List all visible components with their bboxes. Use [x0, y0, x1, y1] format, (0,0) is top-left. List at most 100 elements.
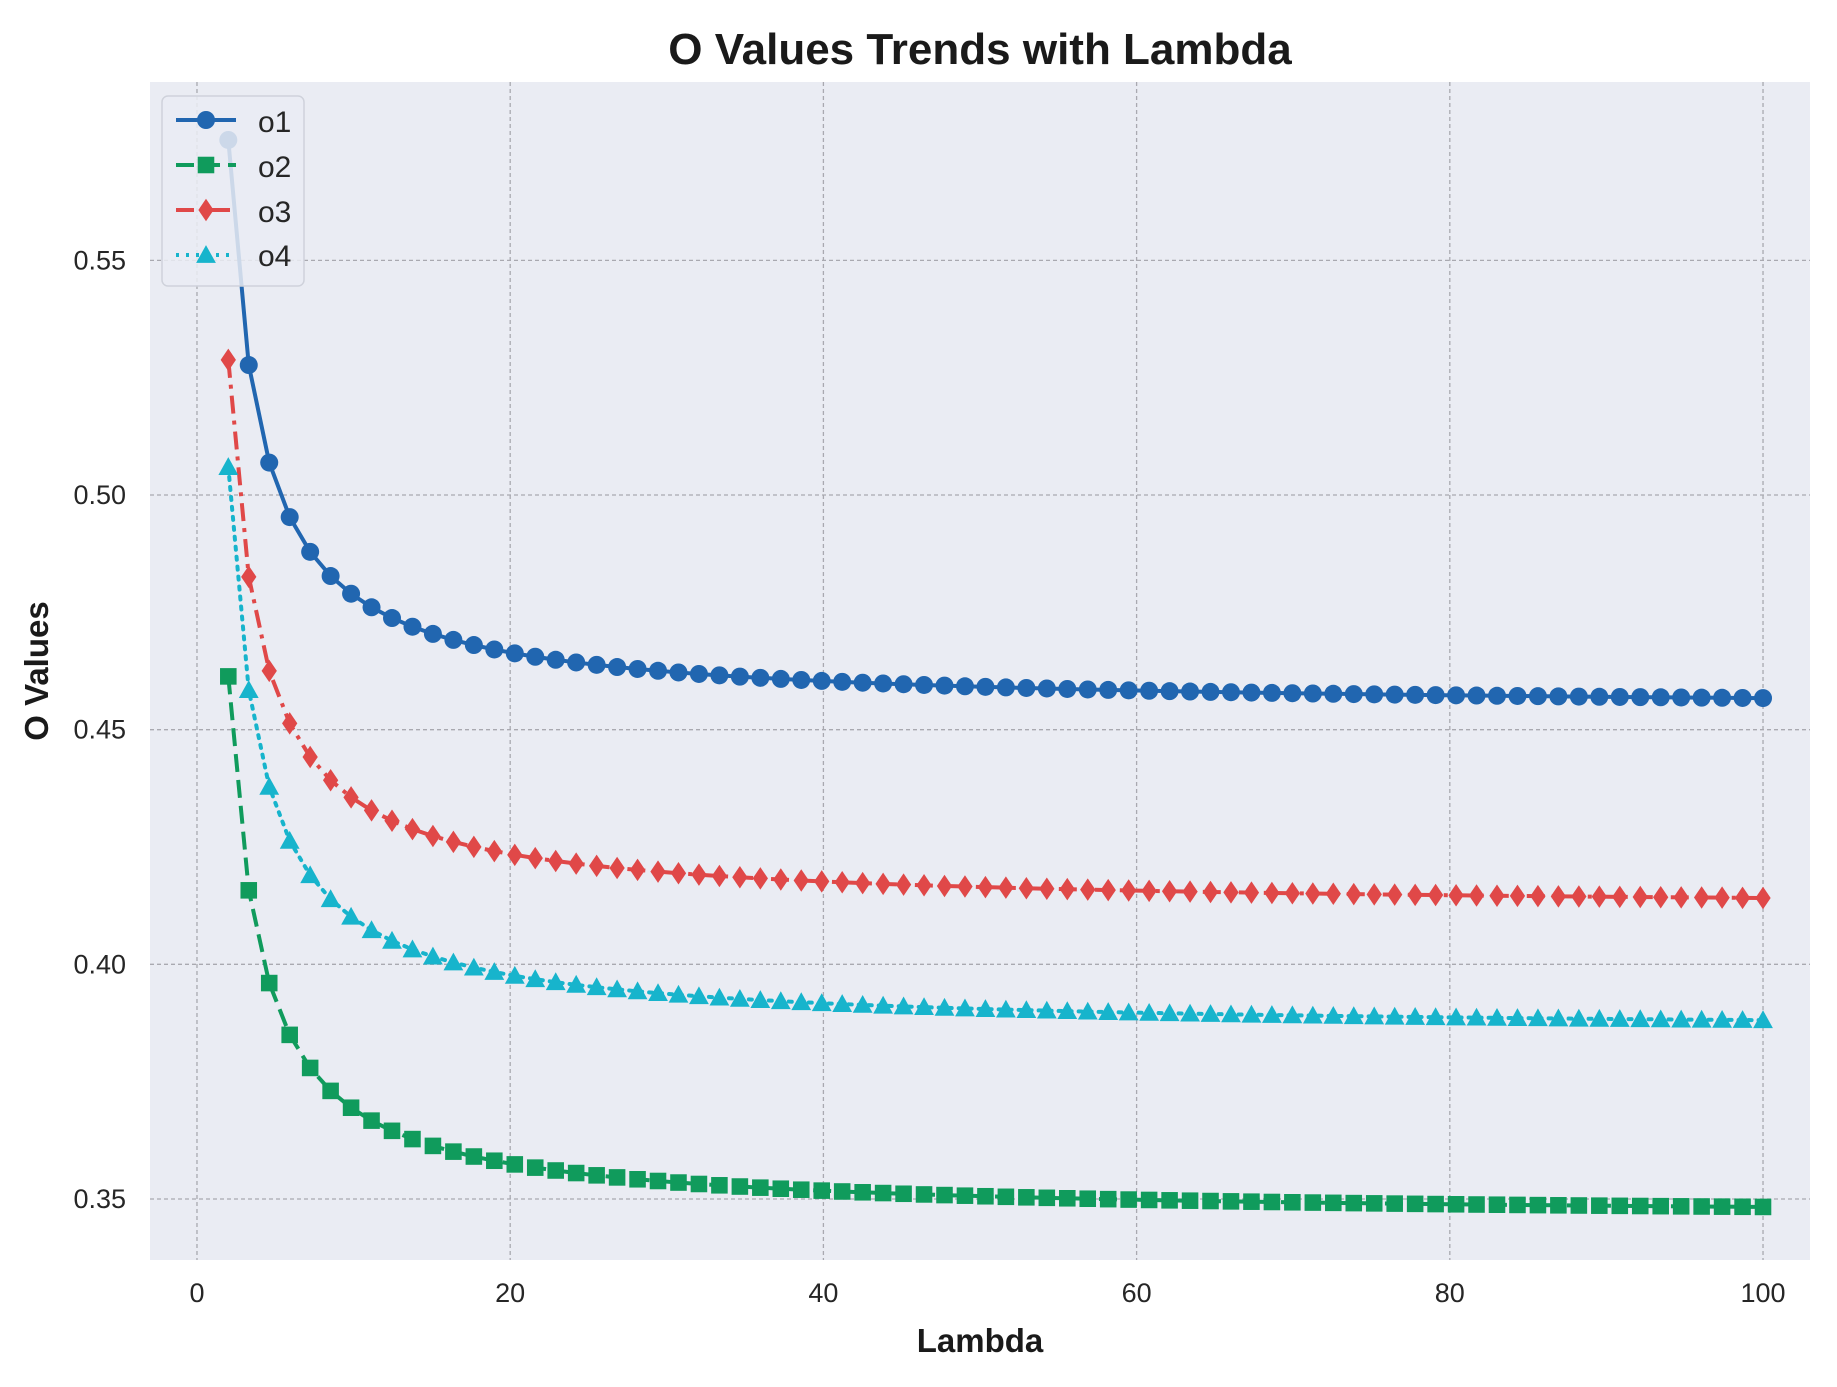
- data-point-o3: [1632, 885, 1648, 909]
- y-tick-label: 0.50: [73, 480, 126, 510]
- data-point-o1: [874, 674, 893, 693]
- data-point-o3: [752, 867, 768, 890]
- data-point-o1: [1303, 684, 1322, 703]
- data-point-o1: [1426, 686, 1445, 705]
- data-point-o2: [383, 1122, 401, 1140]
- data-point-o4: [791, 992, 812, 1011]
- x-tick-label: 20: [495, 1278, 525, 1308]
- data-point-o1: [383, 609, 402, 628]
- data-point-o2: [1447, 1196, 1465, 1213]
- data-point-o4: [1016, 1000, 1037, 1019]
- data-point-o2: [1284, 1194, 1301, 1211]
- data-point-o1: [608, 658, 627, 677]
- data-point-o1: [1692, 688, 1711, 707]
- data-point-o1: [1181, 682, 1200, 701]
- data-point-o3: [1346, 882, 1362, 906]
- data-point-o4: [1241, 1004, 1262, 1023]
- legend-marker-o1: [197, 111, 215, 129]
- data-point-o4: [648, 983, 668, 1002]
- data-point-o1: [833, 672, 852, 691]
- data-point-o3: [343, 786, 359, 809]
- data-point-o1: [1242, 683, 1261, 702]
- data-point-o1: [403, 617, 422, 636]
- data-point-o2: [1140, 1191, 1158, 1209]
- data-point-o2: [895, 1185, 912, 1203]
- data-point-o4: [1343, 1006, 1364, 1025]
- data-point-o2: [1406, 1195, 1424, 1213]
- data-point-o3: [609, 856, 625, 880]
- data-point-o1: [1283, 684, 1302, 703]
- data-point-o4: [995, 999, 1016, 1018]
- data-point-o3: [711, 864, 728, 888]
- data-point-o4: [709, 987, 730, 1006]
- data-point-o1: [1037, 679, 1056, 698]
- legend-swatch-o3: [176, 198, 236, 222]
- series-o1: [219, 130, 1773, 708]
- data-point-o3: [404, 817, 421, 841]
- data-point-o3: [1018, 876, 1035, 900]
- legend-label-o2: o2: [258, 151, 291, 184]
- data-point-o3: [1121, 879, 1137, 902]
- data-point-o2: [1488, 1196, 1506, 1213]
- data-point-o2: [649, 1172, 667, 1190]
- data-point-o2: [1222, 1193, 1240, 1210]
- data-point-o2: [833, 1183, 851, 1200]
- data-point-o2: [1059, 1189, 1076, 1207]
- y-tick-label: 0.40: [73, 949, 126, 979]
- data-point-o2: [342, 1099, 360, 1117]
- y-tick-label: 0.35: [73, 1184, 126, 1214]
- data-point-o4: [1650, 1009, 1671, 1028]
- data-point-o2: [1120, 1191, 1137, 1208]
- data-point-o1: [1140, 681, 1159, 700]
- data-point-o2: [506, 1156, 524, 1173]
- data-point-o2: [1734, 1198, 1751, 1216]
- x-tick-label: 0: [189, 1278, 204, 1308]
- data-point-o2: [608, 1169, 626, 1186]
- data-point-o4: [729, 988, 750, 1007]
- data-point-o4: [259, 776, 280, 795]
- data-point-o1: [260, 453, 279, 472]
- data-point-o3: [895, 873, 912, 896]
- data-point-o1: [464, 636, 483, 655]
- data-point-o3: [916, 874, 932, 897]
- data-point-o3: [466, 835, 482, 859]
- data-point-o1: [771, 669, 790, 688]
- data-point-o3: [875, 872, 891, 896]
- data-point-o1: [1017, 678, 1036, 697]
- data-point-o3: [1571, 885, 1587, 908]
- data-point-o3: [588, 854, 605, 878]
- data-point-o2: [260, 974, 278, 992]
- data-point-o2: [1427, 1195, 1444, 1213]
- data-point-o2: [956, 1187, 974, 1204]
- data-point-o2: [526, 1159, 544, 1176]
- data-point-o2: [1325, 1194, 1342, 1212]
- data-point-o4: [484, 962, 505, 980]
- data-point-o4: [586, 977, 607, 996]
- data-point-o4: [1323, 1005, 1344, 1024]
- data-point-o2: [997, 1188, 1015, 1206]
- data-point-o3: [732, 866, 748, 889]
- legend-swatch-o1: [176, 111, 236, 129]
- legend-box: [161, 95, 305, 287]
- data-point-o3: [1509, 884, 1526, 908]
- data-point-o2: [1304, 1194, 1322, 1211]
- data-point-o1: [1078, 680, 1097, 699]
- data-point-o3: [1059, 877, 1075, 901]
- data-point-o4: [1405, 1007, 1426, 1025]
- data-point-o2: [445, 1143, 462, 1160]
- data-point-o4: [463, 957, 484, 976]
- data-point-o1: [649, 661, 668, 680]
- data-point-o4: [1691, 1009, 1712, 1028]
- data-point-o4: [566, 974, 587, 993]
- x-tick-label: 80: [1435, 1278, 1465, 1308]
- x-tick-label: 60: [1122, 1278, 1152, 1308]
- data-point-o4: [832, 994, 853, 1012]
- data-point-o2: [404, 1130, 421, 1148]
- data-point-o3: [1387, 883, 1403, 906]
- data-point-o2: [424, 1137, 442, 1155]
- data-point-o4: [1712, 1009, 1732, 1028]
- data-point-o1: [1508, 686, 1527, 705]
- tick-labels: 0 20 40 60 80 100 0.35 0.40 0.45 0.50 0.55: [73, 245, 1785, 1308]
